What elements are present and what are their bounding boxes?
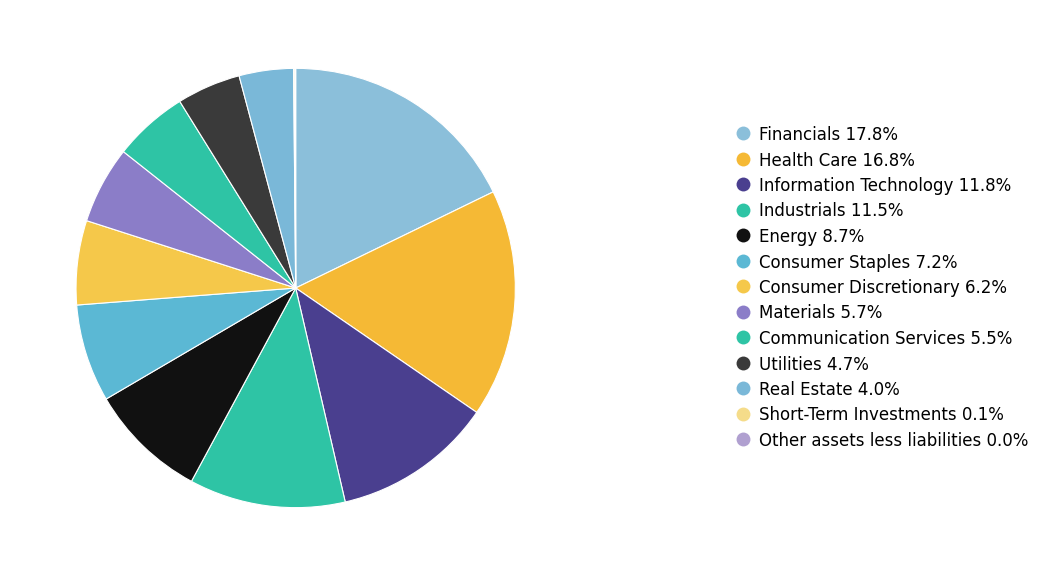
Wedge shape <box>191 288 345 507</box>
Wedge shape <box>107 288 296 482</box>
Wedge shape <box>296 69 493 288</box>
Wedge shape <box>296 288 476 502</box>
Wedge shape <box>180 76 296 288</box>
Wedge shape <box>77 288 296 399</box>
Wedge shape <box>76 221 296 305</box>
Legend: Financials 17.8%, Health Care 16.8%, Information Technology 11.8%, Industrials 1: Financials 17.8%, Health Care 16.8%, Inf… <box>727 118 1037 458</box>
Wedge shape <box>87 151 296 288</box>
Wedge shape <box>294 69 296 288</box>
Wedge shape <box>296 192 515 412</box>
Wedge shape <box>124 101 296 288</box>
Wedge shape <box>239 69 296 288</box>
